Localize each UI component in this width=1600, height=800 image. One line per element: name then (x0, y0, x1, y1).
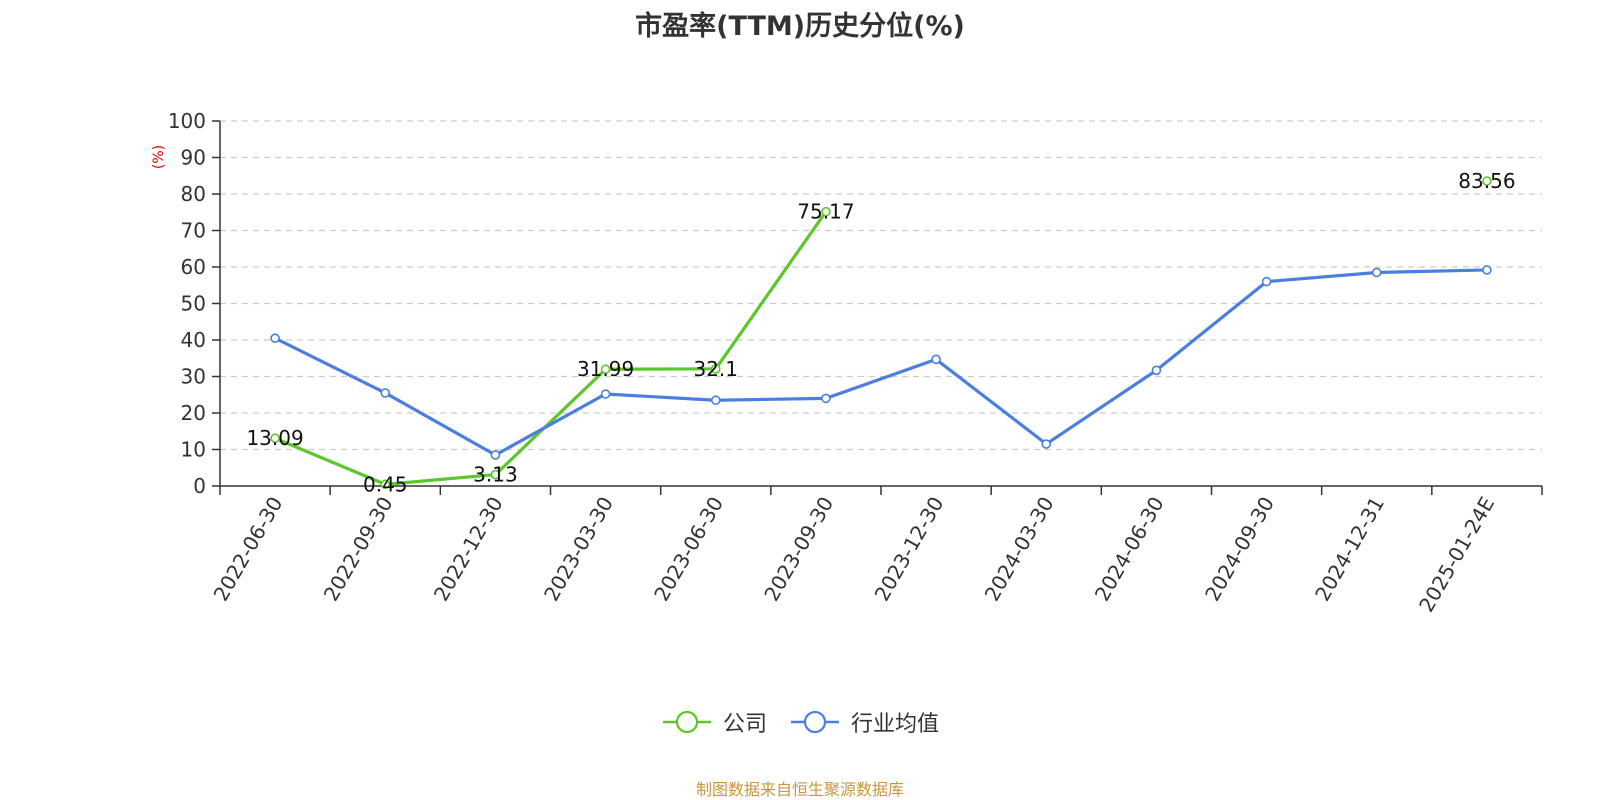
data-point-1 (600, 364, 611, 375)
x-tick-label: 2025-01-24E (1414, 493, 1499, 617)
x-tick-label: 2024-06-30 (1090, 493, 1169, 606)
y-tick-label: 60 (181, 255, 206, 279)
data-point-2 (600, 389, 611, 399)
data-point-2 (1151, 365, 1162, 376)
y-tick-label: 40 (181, 328, 206, 352)
x-tick-label: 2023-06-30 (649, 493, 728, 606)
data-point-2 (380, 388, 391, 398)
y-tick-label: 80 (181, 182, 206, 206)
data-label: 13.09 (246, 426, 303, 450)
chart-title: 市盈率(TTM)历史分位(%) (635, 11, 965, 42)
axes: 0 10 20 30 40 50 60 70 80 90 100(%) 2022-06-30 2022-… (151, 109, 1543, 617)
data-label: 31.99 (577, 357, 634, 381)
legend-swatch-icon (662, 710, 711, 734)
data-labels: 13.09 0.45 3.13 31.99 32.1 75.17 83.56 (246, 169, 1515, 496)
data-label: 0.45 (363, 472, 408, 496)
y-tick-label: 0 (193, 474, 206, 498)
data-point-2 (1041, 439, 1052, 449)
data-point-2 (821, 393, 831, 404)
series-lines (270, 176, 1492, 490)
x-tick-label: 2024-09-30 (1200, 493, 1279, 606)
data-point-2 (1482, 265, 1492, 275)
data-point-2 (1261, 276, 1272, 287)
data-label: 3.13 (473, 463, 518, 487)
legend: 公司 行业均值 (0, 706, 1600, 738)
x-tick-label: 2022-06-30 (209, 493, 288, 606)
data-point-2 (710, 395, 721, 406)
y-tick-label: 100 (168, 109, 206, 133)
data-point-1 (821, 206, 831, 217)
legend-swatch-icon (791, 710, 839, 734)
y-tick-label: 20 (181, 401, 206, 425)
y-tick-label: 50 (181, 292, 206, 316)
x-tick-label: 2023-09-30 (759, 493, 838, 606)
data-point-2 (490, 450, 501, 460)
x-tick-label: 2023-12-30 (870, 493, 949, 606)
data-point-1 (1482, 176, 1492, 186)
grid-lines (220, 120, 1542, 451)
series-line-2 (274, 268, 1487, 457)
x-tick-label: 2022-09-30 (319, 493, 398, 606)
x-tick-label: 2024-03-30 (980, 493, 1059, 606)
x-tick-label: 2023-03-30 (539, 493, 618, 606)
legend-item-2[interactable]: 行业均值 (789, 706, 939, 738)
data-point-1 (490, 469, 501, 480)
data-point-2 (270, 333, 280, 343)
data-point-1 (380, 479, 391, 490)
data-point-2 (1371, 267, 1382, 278)
data-point-1 (710, 364, 721, 374)
data-point-1 (270, 433, 280, 444)
source-note: 制图数据来自恒生聚源数据库 (695, 780, 904, 799)
data-point-2 (931, 354, 941, 365)
y-axis-label: (%) (151, 145, 167, 169)
legend-item-1[interactable]: 公司 (661, 706, 767, 738)
y-tick-label: 30 (181, 365, 206, 389)
x-tick-label: 2024-12-31 (1310, 493, 1389, 606)
data-label: 32.1 (693, 357, 738, 381)
data-label: 83.56 (1458, 169, 1515, 193)
y-tick-label: 70 (181, 219, 206, 243)
data-label: 75.17 (797, 200, 854, 224)
y-tick-label: 10 (181, 438, 206, 462)
legend-label: 行业均值 (851, 712, 940, 737)
y-tick-label: 90 (181, 146, 206, 170)
series-line-1 (274, 210, 828, 486)
legend-label: 公司 (722, 712, 767, 737)
x-tick-label: 2022-12-30 (429, 493, 508, 606)
